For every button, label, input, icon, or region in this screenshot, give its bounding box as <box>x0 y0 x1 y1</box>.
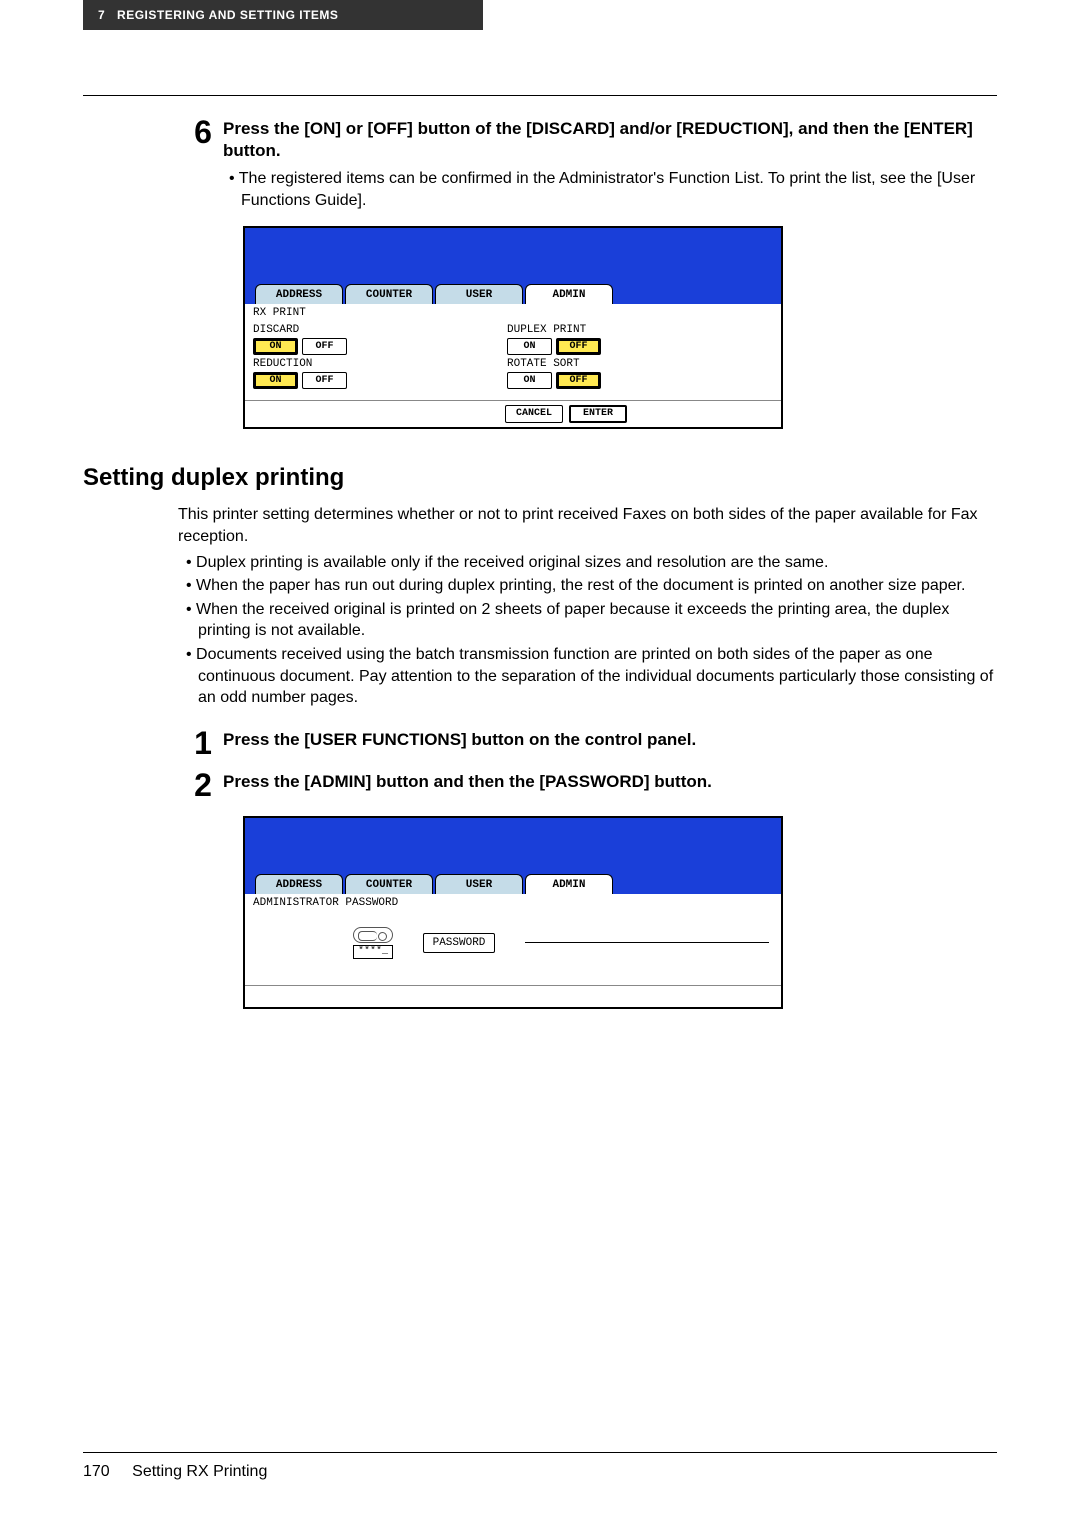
page-footer-title: Setting RX Printing <box>132 1463 267 1480</box>
discard-off-button[interactable]: OFF <box>302 338 347 355</box>
reduction-off-button[interactable]: OFF <box>302 372 347 389</box>
reduction-group: REDUCTION ON OFF <box>253 358 347 389</box>
tab-address[interactable]: ADDRESS <box>255 284 343 304</box>
page-number: 170 <box>83 1463 110 1480</box>
step-2: 2 Press the [ADMIN] button and then the … <box>83 769 997 801</box>
tab-address[interactable]: ADDRESS <box>255 874 343 894</box>
top-rule <box>83 95 997 96</box>
footer-rule <box>83 1452 997 1453</box>
enter-button[interactable]: ENTER <box>569 405 627 423</box>
tab-counter[interactable]: COUNTER <box>345 284 433 304</box>
discard-label: DISCARD <box>253 324 347 336</box>
step-note: The registered items can be confirmed in… <box>241 168 997 211</box>
content: 6 Press the [ON] or [OFF] button of the … <box>83 95 997 1034</box>
panel-titlebar <box>245 818 781 872</box>
password-mask: ****_ <box>353 945 393 959</box>
step-1: 1 Press the [USER FUNCTIONS] button on t… <box>83 727 997 759</box>
bullet-item: When the received original is printed on… <box>198 599 997 642</box>
panel-subtitle: RX PRINT <box>253 307 773 319</box>
tab-admin[interactable]: ADMIN <box>525 874 613 894</box>
step-6: 6 Press the [ON] or [OFF] button of the … <box>83 116 997 211</box>
step-title: Press the [USER FUNCTIONS] button on the… <box>223 729 997 751</box>
panel-footer: CANCEL ENTER <box>245 400 781 427</box>
chapter-number: 7 <box>98 8 105 22</box>
tab-admin[interactable]: ADMIN <box>525 284 613 304</box>
step-title: Press the [ON] or [OFF] button of the [D… <box>223 118 997 162</box>
panel-titlebar <box>245 228 781 282</box>
chapter-title: REGISTERING AND SETTING ITEMS <box>117 8 338 22</box>
duplex-group: DUPLEX PRINT ON OFF <box>507 324 601 355</box>
panel-body: RX PRINT DISCARD ON OFF DUPLEX PRINT ON … <box>245 304 781 400</box>
rotate-on-button[interactable]: ON <box>507 372 552 389</box>
bullet-item: Documents received using the batch trans… <box>198 644 997 709</box>
rotate-group: ROTATE SORT ON OFF <box>507 358 601 389</box>
tab-counter[interactable]: COUNTER <box>345 874 433 894</box>
keyboard-icon <box>353 927 393 943</box>
panel-tabs: ADDRESS COUNTER USER ADMIN <box>245 282 781 304</box>
reduction-on-button[interactable]: ON <box>253 372 298 389</box>
panel-subtitle: ADMINISTRATOR PASSWORD <box>253 897 773 909</box>
bullet-item: Duplex printing is available only if the… <box>198 552 997 574</box>
duplex-label: DUPLEX PRINT <box>507 324 601 336</box>
step-number: 6 <box>183 116 223 211</box>
rotate-off-button[interactable]: OFF <box>556 372 601 389</box>
password-icon-group: ****_ <box>353 927 393 959</box>
chapter-header: 7 REGISTERING AND SETTING ITEMS <box>83 0 483 30</box>
section-title: Setting duplex printing <box>83 464 997 492</box>
rotate-label: ROTATE SORT <box>507 358 601 370</box>
panel-footer <box>245 985 781 1007</box>
password-line <box>525 942 769 943</box>
duplex-on-button[interactable]: ON <box>507 338 552 355</box>
discard-group: DISCARD ON OFF <box>253 324 347 355</box>
tab-user[interactable]: USER <box>435 284 523 304</box>
panel-tabs: ADDRESS COUNTER USER ADMIN <box>245 872 781 894</box>
section-intro: This printer setting determines whether … <box>178 504 997 547</box>
duplex-off-button[interactable]: OFF <box>556 338 601 355</box>
reduction-label: REDUCTION <box>253 358 347 370</box>
password-button[interactable]: PASSWORD <box>423 933 495 953</box>
step-title: Press the [ADMIN] button and then the [P… <box>223 771 997 793</box>
rx-print-panel: ADDRESS COUNTER USER ADMIN RX PRINT DISC… <box>243 226 783 429</box>
password-panel: ADDRESS COUNTER USER ADMIN ADMINISTRATOR… <box>243 816 783 1009</box>
panel-body: ADMINISTRATOR PASSWORD ****_ PASSWORD <box>245 894 781 985</box>
step-number: 1 <box>183 727 223 759</box>
step-number: 2 <box>183 769 223 801</box>
cancel-button[interactable]: CANCEL <box>505 405 563 423</box>
discard-on-button[interactable]: ON <box>253 338 298 355</box>
bullet-item: When the paper has run out during duplex… <box>198 575 997 597</box>
page-footer: 170 Setting RX Printing <box>83 1452 997 1481</box>
tab-user[interactable]: USER <box>435 874 523 894</box>
section-bullets: Duplex printing is available only if the… <box>198 552 997 709</box>
